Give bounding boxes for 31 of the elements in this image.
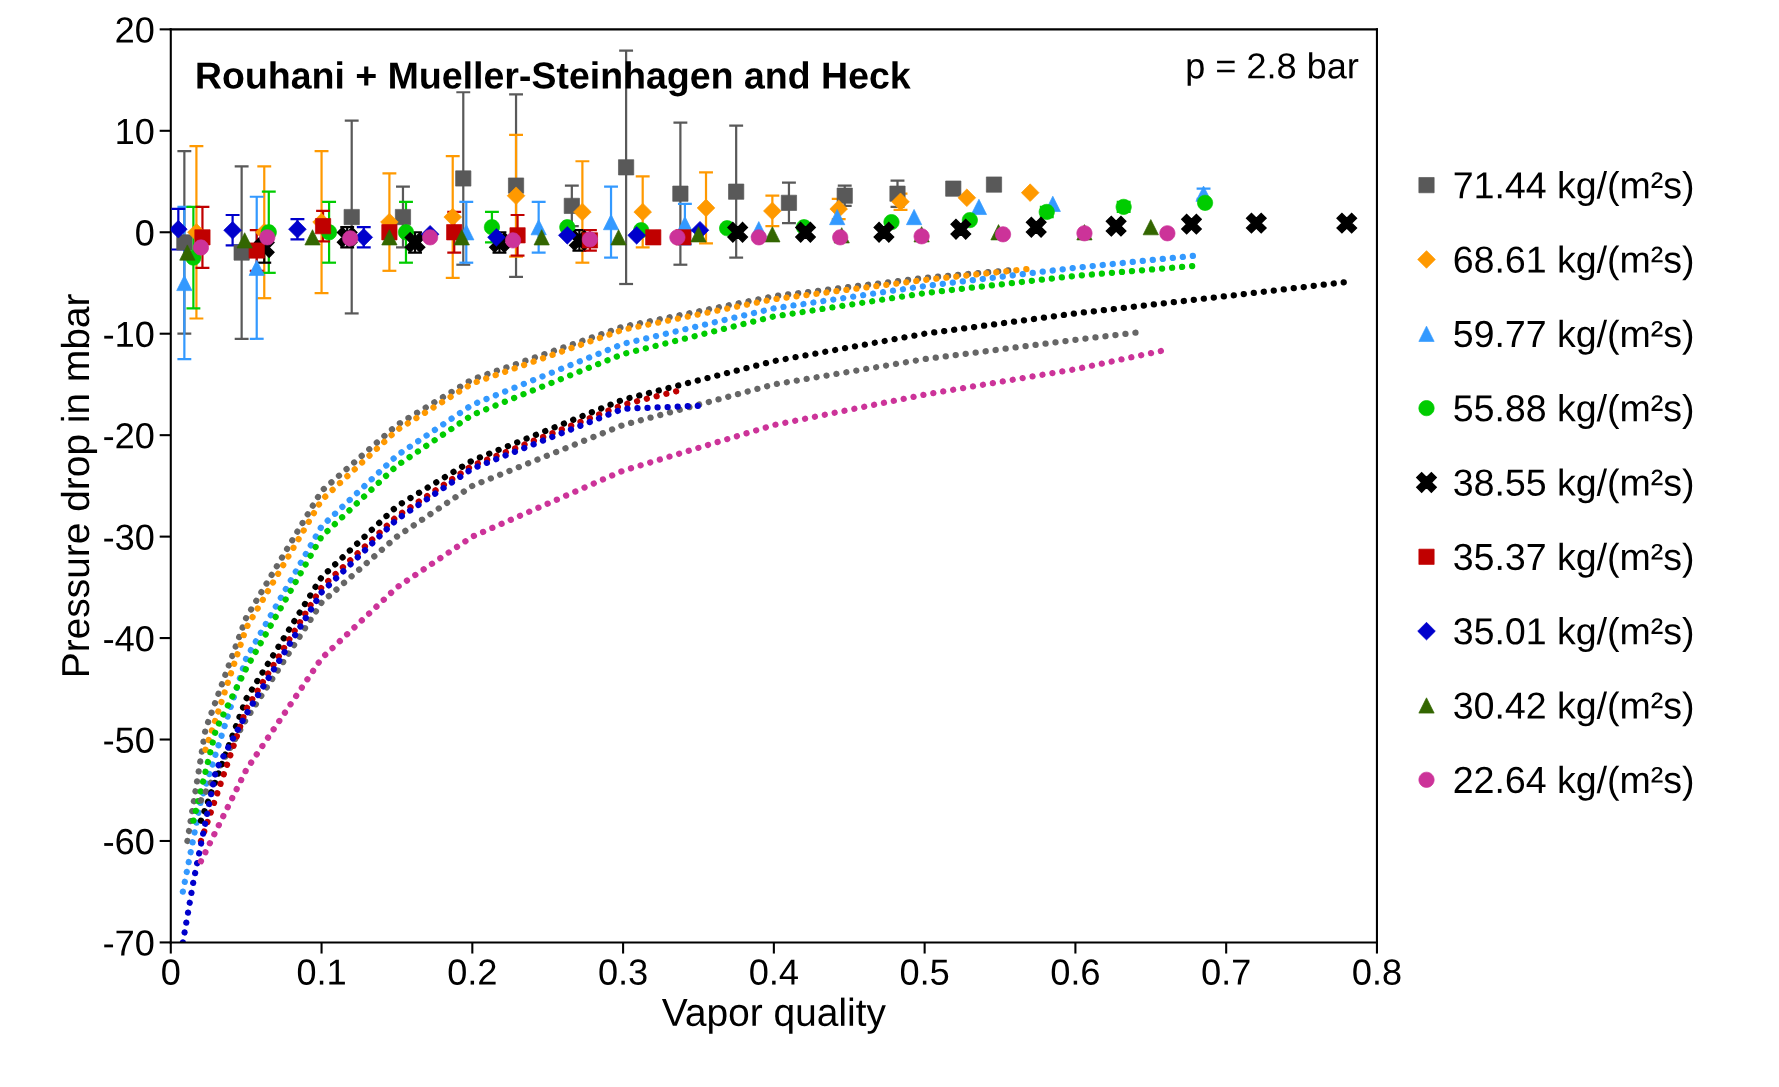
y-tick-label: -70 (104, 930, 154, 956)
legend-label: 38.55 kg/(m²s) (1454, 468, 1693, 504)
y-axis-title: Pressure drop in mbar (60, 294, 98, 676)
x-tick-label: 0.7 (1202, 959, 1250, 985)
x-tick-label: 0.3 (599, 959, 647, 985)
legend-label: 71.44 kg/(m²s) (1454, 171, 1693, 207)
legend-label: 35.37 kg/(m²s) (1454, 542, 1693, 578)
legend-label: 35.01 kg/(m²s) (1454, 617, 1693, 653)
x-tick-label: 0.8 (1353, 959, 1401, 985)
y-tick-label: -50 (104, 727, 154, 753)
legend-label: 22.64 kg/(m²s) (1454, 765, 1693, 801)
x-axis-title: Vapor quality (661, 997, 886, 1034)
x-tick-label: 0 (162, 959, 180, 985)
annotation: p = 2.8 bar (1187, 52, 1359, 86)
legend-label: 30.42 kg/(m²s) (1454, 691, 1693, 727)
y-tick-label: -10 (104, 321, 154, 348)
legend-label: 59.77 kg/(m²s) (1454, 319, 1693, 355)
legend-label: 55.88 kg/(m²s) (1454, 394, 1693, 430)
y-tick-label: 10 (117, 118, 154, 145)
y-tick-label: 0 (136, 220, 154, 246)
y-tick-label: -40 (104, 625, 154, 652)
x-tick-label: 0.6 (1051, 959, 1099, 985)
x-tick-label: 0.5 (900, 959, 949, 985)
y-tick-label: -20 (104, 423, 154, 449)
y-tick-label: -60 (104, 828, 154, 855)
x-tick-label: 0.4 (750, 959, 798, 985)
x-tick-label: 0.1 (297, 959, 345, 985)
y-tick-label: 20 (116, 17, 154, 43)
x-tick-label: 0.2 (448, 959, 496, 985)
legend-label: 68.61 kg/(m²s) (1454, 245, 1693, 281)
y-tick-label: -30 (104, 524, 154, 551)
